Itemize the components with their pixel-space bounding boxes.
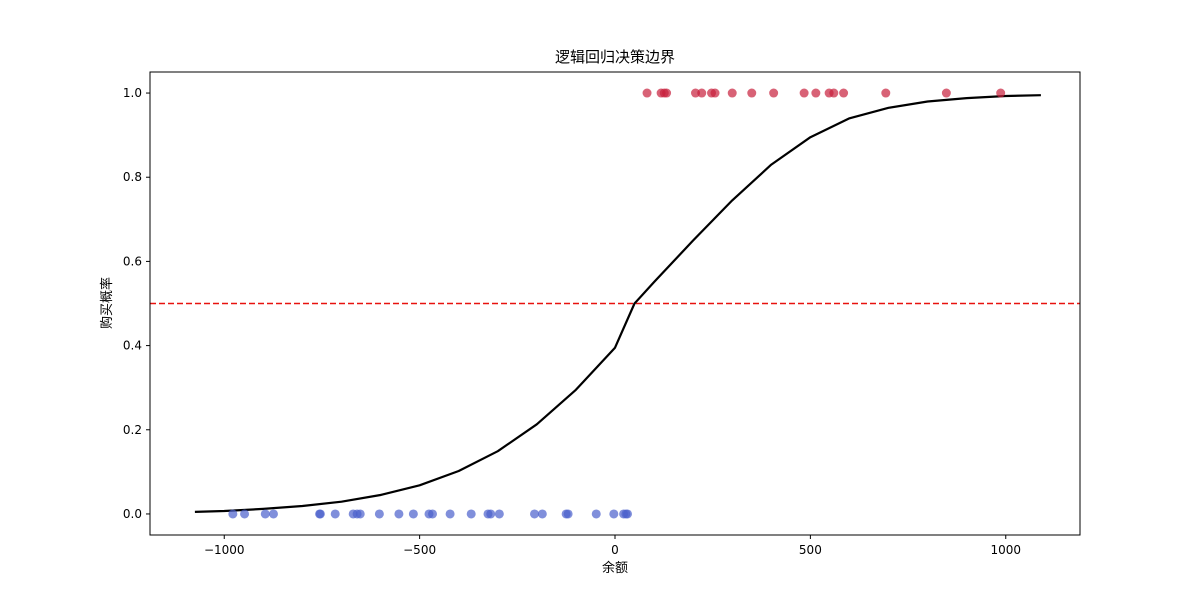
x-tick-label: 0 — [611, 543, 619, 557]
y-tick-label: 0.2 — [123, 423, 142, 437]
point-class-0 — [466, 509, 476, 519]
point-class-1 — [941, 88, 951, 98]
point-class-0 — [260, 509, 270, 519]
point-class-0 — [486, 509, 496, 519]
point-class-0 — [374, 509, 384, 519]
y-tick-label: 0.8 — [123, 170, 142, 184]
point-class-0 — [268, 509, 278, 519]
point-class-0 — [315, 509, 325, 519]
point-class-0 — [240, 509, 250, 519]
point-class-1 — [799, 88, 809, 98]
point-class-0 — [408, 509, 418, 519]
x-tick-label: 500 — [799, 543, 822, 557]
x-tick-label: −500 — [403, 543, 436, 557]
plot-area: −1000 −500 0 500 1000 0.0 0.2 0.4 0.6 0.8 1.0 — [123, 71, 1081, 557]
point-class-1 — [829, 88, 839, 98]
y-tick-label: 0.4 — [123, 339, 142, 353]
point-class-1 — [811, 88, 821, 98]
point-class-1 — [710, 88, 720, 98]
point-class-1 — [697, 88, 707, 98]
point-class-0 — [563, 509, 573, 519]
point-class-0 — [530, 509, 540, 519]
point-class-0 — [394, 509, 404, 519]
point-class-1 — [747, 88, 757, 98]
decision-curve — [194, 94, 1041, 513]
x-axis-label: 余额 — [602, 560, 628, 576]
y-tick-label: 1.0 — [123, 86, 142, 100]
point-class-0 — [228, 509, 238, 519]
point-class-0 — [537, 509, 547, 519]
y-axis-label: 购买概率 — [99, 277, 115, 329]
point-class-0 — [494, 509, 504, 519]
point-class-0 — [355, 509, 365, 519]
point-class-1 — [996, 88, 1006, 98]
point-class-1 — [690, 88, 700, 98]
chart-title: 逻辑回归决策边界 — [555, 48, 675, 66]
point-class-1 — [769, 88, 779, 98]
y-tick-label: 0.6 — [123, 254, 142, 268]
point-class-1 — [642, 88, 652, 98]
point-class-0 — [623, 509, 633, 519]
point-class-0 — [609, 509, 619, 519]
point-class-1 — [727, 88, 737, 98]
point-class-0 — [445, 509, 455, 519]
point-class-0 — [591, 509, 601, 519]
y-tick-label: 0.0 — [123, 507, 142, 521]
x-tick-label: −1000 — [204, 543, 245, 557]
point-class-1 — [662, 88, 672, 98]
point-class-1 — [881, 88, 891, 98]
point-class-1 — [839, 88, 849, 98]
point-class-0 — [330, 509, 340, 519]
x-tick-label: 1000 — [990, 543, 1021, 557]
point-class-0 — [428, 509, 438, 519]
